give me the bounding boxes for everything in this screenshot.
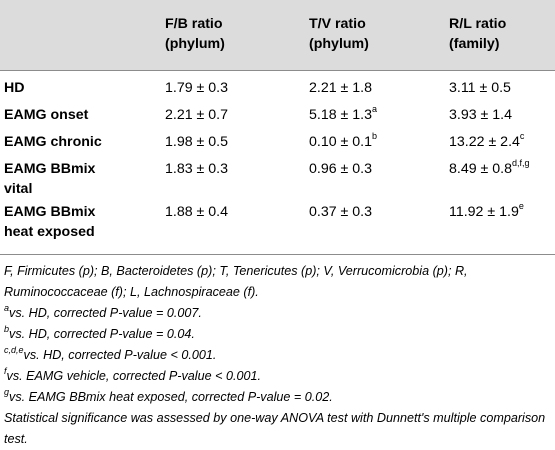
header-divider <box>0 70 555 71</box>
cell-chronic-fb-value: 1.98 ± 0.5 <box>165 134 229 150</box>
footnote-f-text: vs. EAMG vehicle, corrected P-value < 0.… <box>6 369 261 383</box>
row-label-eamg-chronic: EAMG chronic <box>4 134 102 150</box>
row-label-eamg-onset: EAMG onset <box>4 107 89 123</box>
footnote-g: gvs. EAMG BBmix heat exposed, corrected … <box>4 387 552 408</box>
cell-chronic-tv: 0.10 ± 0.1b <box>309 131 378 151</box>
cell-hd-rl: 3.11 ± 0.5 <box>449 80 511 97</box>
cell-heat-tv-value: 0.37 ± 0.3 <box>309 204 373 220</box>
cell-onset-fb-value: 2.21 ± 0.7 <box>165 107 229 123</box>
column-header-rl-line1: R/L ratio <box>449 16 507 32</box>
footnote-abbreviations: F, Firmicutes (p); B, Bacteroidetes (p);… <box>4 264 468 299</box>
footnote-b: bvs. HD, corrected P-value = 0.04. <box>4 324 552 345</box>
cell-heat-rl-value: 11.92 ± 1.9 <box>449 204 519 220</box>
footnote-b-marker: b <box>4 323 10 334</box>
cell-chronic-tv-sup: b <box>372 131 378 142</box>
cell-chronic-rl: 13.22 ± 2.4c <box>449 131 525 151</box>
cell-onset-tv-value: 5.18 ± 1.3 <box>309 107 373 123</box>
cell-vital-rl-value: 8.49 ± 0.8 <box>449 161 513 177</box>
cell-chronic-fb: 1.98 ± 0.5 <box>165 134 228 151</box>
cell-chronic-rl-value: 13.22 ± 2.4 <box>449 134 520 150</box>
column-header-tv: T/V ratio (phylum) <box>309 14 369 54</box>
cell-vital-rl: 8.49 ± 0.8d,f,g <box>449 158 530 178</box>
footnote-cde-text: vs. HD, corrected P-value < 0.001. <box>23 348 217 362</box>
cell-heat-rl: 11.92 ± 1.9e <box>449 201 524 221</box>
row-label-bbmix-vital-line1: EAMG BBmix <box>4 161 96 177</box>
column-header-fb-line1: F/B ratio <box>165 16 223 32</box>
table-header-band <box>0 0 555 70</box>
cell-vital-fb-value: 1.83 ± 0.3 <box>165 161 229 177</box>
column-header-tv-line1: T/V ratio <box>309 16 366 32</box>
cell-heat-fb: 1.88 ± 0.4 <box>165 204 228 221</box>
column-header-tv-line2: (phylum) <box>309 36 369 52</box>
cell-heat-tv: 0.37 ± 0.3 <box>309 204 372 221</box>
row-label-bbmix-vital: EAMG BBmix vital <box>4 159 95 199</box>
cell-vital-tv-value: 0.96 ± 0.3 <box>309 161 373 177</box>
column-header-fb: F/B ratio (phylum) <box>165 14 225 54</box>
cell-vital-fb: 1.83 ± 0.3 <box>165 161 228 178</box>
table-bottom-rule <box>0 254 555 255</box>
cell-hd-rl-value: 3.11 ± 0.5 <box>449 80 511 96</box>
footnote-g-marker: g <box>4 386 10 397</box>
row-label-hd: HD <box>4 80 25 96</box>
cell-heat-fb-value: 1.88 ± 0.4 <box>165 204 229 220</box>
cell-heat-rl-sup: e <box>518 201 524 212</box>
footnote-a-text: vs. HD, corrected P-value = 0.007. <box>9 306 202 320</box>
cell-hd-tv: 2.21 ± 1.8 <box>309 80 372 97</box>
cell-onset-rl: 3.93 ± 1.4 <box>449 107 512 124</box>
cell-onset-tv: 5.18 ± 1.3a <box>309 104 378 124</box>
row-label-bbmix-heat: EAMG BBmix heat exposed <box>4 202 95 242</box>
cell-chronic-tv-value: 0.10 ± 0.1 <box>309 134 373 150</box>
column-header-rl: R/L ratio (family) <box>449 14 506 54</box>
cell-onset-rl-value: 3.93 ± 1.4 <box>449 107 513 123</box>
cell-hd-tv-value: 2.21 ± 1.8 <box>309 80 373 96</box>
cell-hd-fb-value: 1.79 ± 0.3 <box>165 80 229 96</box>
footnote-a: avs. HD, corrected P-value = 0.007. <box>4 303 552 324</box>
footnote-a-marker: a <box>4 302 10 313</box>
column-header-rl-line2: (family) <box>449 36 500 52</box>
cell-hd-fb: 1.79 ± 0.3 <box>165 80 228 97</box>
row-label-bbmix-vital-line2: vital <box>4 181 33 197</box>
row-label-bbmix-heat-line1: EAMG BBmix <box>4 204 96 220</box>
footnote-b-text: vs. HD, corrected P-value = 0.04. <box>9 327 195 341</box>
footnote-f-marker: f <box>4 365 7 376</box>
cell-onset-tv-sup: a <box>372 104 378 115</box>
cell-chronic-rl-sup: c <box>519 131 525 142</box>
row-label-bbmix-heat-line2: heat exposed <box>4 224 95 240</box>
column-header-fb-line2: (phylum) <box>165 36 225 52</box>
cell-vital-rl-sup: d,f,g <box>512 158 530 169</box>
cell-vital-tv: 0.96 ± 0.3 <box>309 161 372 178</box>
footnote-statistics: Statistical significance was assessed by… <box>4 411 546 446</box>
footnote-f: fvs. EAMG vehicle, corrected P-value < 0… <box>4 366 552 387</box>
footnote-cde: c,d,evs. HD, corrected P-value < 0.001. <box>4 345 552 366</box>
cell-onset-fb: 2.21 ± 0.7 <box>165 107 228 124</box>
footnotes: F, Firmicutes (p); B, Bacteroidetes (p);… <box>4 261 552 450</box>
footnote-cde-marker: c,d,e <box>4 344 24 355</box>
footnote-g-text: vs. EAMG BBmix heat exposed, corrected P… <box>9 390 333 404</box>
